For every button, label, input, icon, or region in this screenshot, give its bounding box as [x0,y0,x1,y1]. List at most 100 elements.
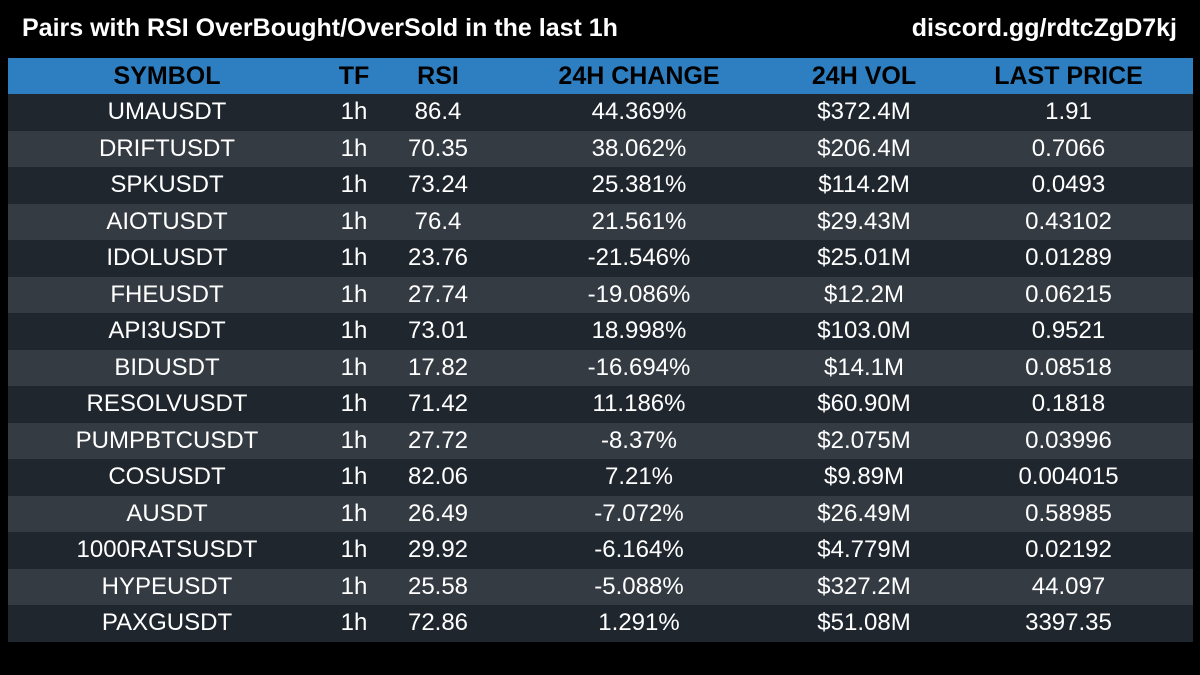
discord-link[interactable]: discord.gg/rdtcZgD7kj [911,14,1177,42]
table-row[interactable]: AIOTUSDT 1h 76.4 21.561% $29.43M 0.43102 [8,203,1193,240]
cell-tf: 1h [340,98,368,126]
cell-24h-vol: $4.779M [817,536,911,564]
cell-tf: 1h [340,134,368,162]
column-header-symbol[interactable]: SYMBOL [113,61,221,90]
cell-24h-change: 7.21% [604,463,674,491]
cell-tf: 1h [340,390,368,418]
footer-bar [0,643,1200,675]
cell-rsi: 73.24 [407,171,469,199]
cell-last-price: 0.58985 [1025,499,1112,527]
cell-symbol: IDOLUSDT [106,244,228,272]
table-row[interactable]: BIDUSDT 1h 17.82 -16.694% $14.1M 0.08518 [8,349,1193,386]
cell-last-price: 44.097 [1031,572,1106,600]
cell-symbol: 1000RATSUSDT [76,536,258,564]
cell-24h-change: 44.369% [591,98,687,126]
table-row[interactable]: API3USDT 1h 73.01 18.998% $103.0M 0.9521 [8,313,1193,350]
cell-last-price: 0.0493 [1031,171,1106,199]
cell-24h-vol: $9.89M [823,463,905,491]
cell-rsi: 17.82 [407,353,469,381]
cell-tf: 1h [340,353,368,381]
cell-24h-change: 38.062% [591,134,687,162]
column-header-tf[interactable]: TF [338,61,370,90]
cell-rsi: 70.35 [407,134,469,162]
cell-24h-change: -5.088% [594,572,684,600]
table-header-row: SYMBOL TF RSI 24H CHANGE 24H VOL LAST PR… [8,58,1193,94]
cell-24h-change: 11.186% [592,390,686,418]
cell-rsi: 27.74 [407,280,469,308]
cell-24h-vol: $51.08M [817,609,911,637]
cell-24h-vol: $14.1M [823,353,905,381]
cell-rsi: 73.01 [407,317,469,345]
cell-tf: 1h [340,244,368,272]
table-row[interactable]: PUMPBTCUSDT 1h 27.72 -8.37% $2.075M 0.03996 [8,422,1193,459]
cell-24h-vol: $29.43M [817,207,911,235]
page-title: Pairs with RSI OverBought/OverSold in th… [22,14,618,42]
cell-symbol: FHEUSDT [110,280,224,308]
cell-24h-change: -6.164% [594,536,684,564]
cell-rsi: 82.06 [407,463,469,491]
table-row[interactable]: FHEUSDT 1h 27.74 -19.086% $12.2M 0.06215 [8,276,1193,313]
cell-tf: 1h [340,426,368,454]
cell-symbol: PAXGUSDT [101,609,233,637]
column-header-24h-change[interactable]: 24H CHANGE [558,61,720,90]
page-header: Pairs with RSI OverBought/OverSold in th… [0,0,1200,60]
table-body: UMAUSDT 1h 86.4 44.369% $372.4M 1.91 DRIFTUSDT… [8,94,1193,642]
cell-rsi: 72.86 [407,609,469,637]
cell-tf: 1h [340,207,368,235]
cell-last-price: 0.03996 [1025,426,1112,454]
table-row[interactable]: SPKUSDT 1h 73.24 25.381% $114.2M 0.0493 [8,167,1193,204]
column-header-last-price[interactable]: LAST PRICE [994,61,1143,90]
cell-24h-change: 18.998% [591,317,687,345]
table-row[interactable]: RESOLVUSDT 1h 71.42 11.186% $60.90M 0.1818 [8,386,1193,423]
cell-24h-vol: $114.2M [818,171,910,199]
cell-24h-change: -21.546% [587,244,691,272]
cell-rsi: 86.4 [414,98,462,126]
cell-tf: 1h [340,499,368,527]
cell-last-price: 0.01289 [1025,244,1112,272]
cell-24h-change: -7.072% [594,499,684,527]
cell-tf: 1h [340,463,368,491]
cell-symbol: BIDUSDT [114,353,220,381]
table-row[interactable]: COSUSDT 1h 82.06 7.21% $9.89M 0.004015 [8,459,1193,496]
cell-rsi: 27.72 [407,426,469,454]
cell-rsi: 71.42 [407,390,469,418]
cell-24h-change: -19.086% [587,280,691,308]
cell-symbol: API3USDT [108,317,226,345]
cell-symbol: AUSDT [126,499,208,527]
cell-rsi: 26.49 [407,499,469,527]
cell-rsi: 25.58 [407,572,469,600]
cell-last-price: 1.91 [1045,98,1092,126]
column-header-rsi[interactable]: RSI [417,61,459,90]
cell-tf: 1h [340,317,368,345]
table-row[interactable]: IDOLUSDT 1h 23.76 -21.546% $25.01M 0.01289 [8,240,1193,277]
cell-rsi: 23.76 [407,244,469,272]
cell-24h-change: 1.291% [598,609,680,637]
cell-symbol: HYPEUSDT [101,572,233,600]
cell-last-price: 0.43102 [1025,207,1112,235]
table-row[interactable]: PAXGUSDT 1h 72.86 1.291% $51.08M 3397.35 [8,605,1193,642]
cell-last-price: 0.08518 [1025,353,1112,381]
cell-24h-vol: $60.90M [817,390,911,418]
cell-last-price: 0.1818 [1031,390,1106,418]
cell-last-price: 3397.35 [1025,609,1112,637]
cell-symbol: SPKUSDT [110,171,224,199]
cell-symbol: COSUSDT [108,463,226,491]
table-row[interactable]: AUSDT 1h 26.49 -7.072% $26.49M 0.58985 [8,495,1193,532]
cell-last-price: 0.02192 [1025,536,1112,564]
cell-tf: 1h [340,536,368,564]
cell-tf: 1h [340,280,368,308]
table-row[interactable]: UMAUSDT 1h 86.4 44.369% $372.4M 1.91 [8,94,1193,131]
cell-tf: 1h [340,572,368,600]
cell-rsi: 76.4 [414,207,462,235]
table-row[interactable]: 1000RATSUSDT 1h 29.92 -6.164% $4.779M 0.02192 [8,532,1193,569]
cell-24h-vol: $2.075M [817,426,911,454]
cell-24h-vol: $327.2M [817,572,911,600]
cell-24h-vol: $206.4M [817,134,911,162]
cell-rsi: 29.92 [407,536,469,564]
table-row[interactable]: HYPEUSDT 1h 25.58 -5.088% $327.2M 44.097 [8,568,1193,605]
cell-24h-change: 21.561% [591,207,687,235]
column-header-24h-vol[interactable]: 24H VOL [811,61,917,90]
cell-tf: 1h [340,609,368,637]
table-row[interactable]: DRIFTUSDT 1h 70.35 38.062% $206.4M 0.7066 [8,130,1193,167]
cell-tf: 1h [340,171,368,199]
